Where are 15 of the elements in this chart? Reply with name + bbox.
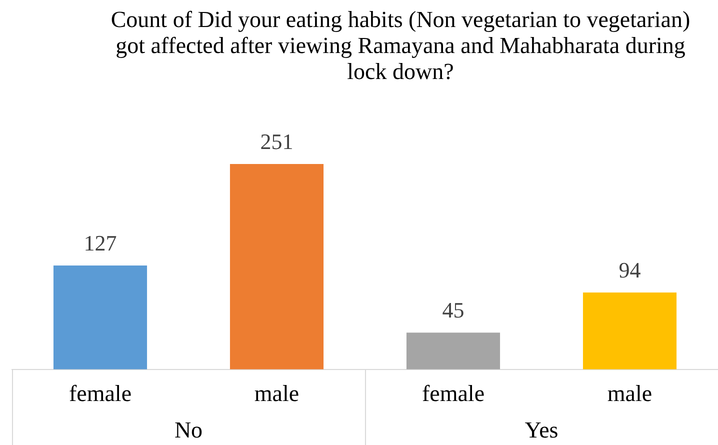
- x-tick-label: female: [68, 381, 132, 406]
- bar: [230, 164, 324, 370]
- bar: [406, 332, 500, 370]
- x-tick-label: female: [422, 381, 485, 406]
- data-label: 94: [618, 257, 641, 282]
- data-label: 127: [84, 230, 117, 256]
- data-label: 45: [442, 298, 464, 323]
- text: No: [174, 417, 203, 442]
- bar: [53, 265, 148, 370]
- x-tick-label: male: [254, 381, 300, 406]
- data-label: 251: [260, 129, 294, 154]
- chart-title: Count of Did your eating habits (Non vegetarian to vegetarian) got affected after viewing Ramayana and Mahabharata during lock down?: [110, 7, 692, 85]
- x-tick-label: male: [607, 381, 652, 406]
- text: Yes: [524, 417, 558, 442]
- bar: [582, 292, 677, 370]
